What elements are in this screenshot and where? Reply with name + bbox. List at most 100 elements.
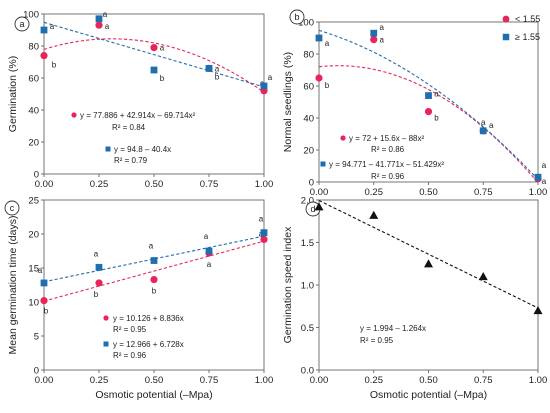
significance-letter: a [215,64,220,73]
y-tick-label: 60 [303,81,314,92]
data-point [150,257,158,264]
r-squared: R² = 0.96 [113,351,147,360]
equation-marker [103,341,109,347]
panel-badge [289,9,305,25]
panel-c: 0 5 10 15 20 25 0.00 0.25 0.50 0.75 1.00 Mean germi… [4,195,273,401]
data-point [40,52,48,60]
data-point [479,127,487,135]
data-point [205,65,213,72]
x-tick-label: 1.00 [255,179,274,190]
data-point [315,34,323,42]
data-point [534,173,542,181]
trend-line [43,21,265,88]
x-axis-label: Osmotic potential (–Mpa) [370,389,487,401]
y-tick-label: 40 [303,113,314,124]
y-tick-label: 0.0 [301,365,314,376]
x-tick-label: 0.75 [474,375,493,386]
data-point [150,66,158,74]
significance-letter: a [204,232,209,241]
x-tick-label: 0.25 [90,179,109,190]
trend-line [43,38,265,93]
x-tick-label: 0.25 [365,375,384,386]
data-point [478,272,488,281]
y-tick-label: 60 [28,73,39,84]
x-tick-label: 0.75 [200,179,219,190]
data-point [95,15,103,23]
significance-letter: b [215,72,220,81]
equation-marker [103,315,109,321]
r-squared: R² = 0.79 [114,156,148,165]
fit-equation: y = 1.994 – 1.264x [360,324,426,333]
data-point [533,306,543,315]
x-tick-label: 1.00 [529,187,548,198]
data-point [40,26,48,34]
r-squared: R² = 0.96 [371,172,405,181]
significance-letter: a [50,22,55,31]
data-point [260,235,268,244]
x-tick-label: 0.75 [200,375,219,386]
x-axis-label: Osmotic potential (–Mpa) [95,389,212,401]
data-point [95,263,103,271]
significance-letter: b [325,81,330,90]
x-tick-label: 0.50 [145,375,164,386]
fit-equation: y = 77.886 + 42.914x – 69.714x² [80,111,196,120]
y-tick-label: 1.0 [301,280,314,291]
significance-letter: b [94,290,99,299]
panel-label: d [310,204,315,214]
significance-letter: b [434,114,439,123]
data-point [425,92,432,99]
significance-letter: a [105,22,110,31]
significance-letter: a [481,118,486,127]
panel-label: c [10,203,15,213]
significance-letter: a [380,23,385,32]
y-tick-label: 1.5 [301,238,314,249]
equation-marker [105,146,111,152]
x-tick-label: 0.25 [365,187,384,198]
significance-letter: b [52,61,57,70]
fit-equation: y = 94.771 – 41.771x – 51.429x² [329,160,444,169]
data-point [150,275,158,284]
trend-line [43,240,265,302]
significance-letter: b [160,74,165,83]
y-tick-label: 0 [34,365,39,376]
y-tick-label: 2.0 [301,195,314,206]
y-tick-label: 80 [28,41,39,52]
equation-marker [320,161,326,167]
y-tick-label: 80 [303,49,314,60]
series-0: b b b a a y = 10.126 + 8.836x R² = 0.95 [40,229,268,334]
data-point [95,21,103,29]
data-point [315,74,323,82]
y-axis-label: Mean germination time (days) [7,216,19,355]
significance-letter: b [44,307,49,316]
x-tick-label: 0.00 [310,187,329,198]
panel-b: 0 20 40 60 80 100 0.00 0.25 0.50 0.75 1.00 Normal s… [282,9,548,198]
x-tick-label: 1.00 [529,375,548,386]
significance-letter: a [434,90,439,99]
series-0: y = 1.994 – 1.264x R² = 0.95 [314,200,543,345]
significance-letter: a [542,161,547,170]
fit-equation: y = 10.126 + 8.836x [113,314,184,323]
significance-letter: a [268,73,273,82]
data-point [369,210,379,219]
panel-a: 0 20 40 60 80 100 0.00 0.25 0.50 0.75 1.00 Germinat… [7,9,273,190]
x-tick-label: 0.50 [145,179,164,190]
y-tick-label: 20 [303,145,314,156]
y-tick-label: 5 [34,331,39,342]
fit-equation: y = 94.8 – 40.4x [114,145,171,154]
plot-frame [318,21,539,183]
trend-line [318,29,539,180]
significance-letter: a [94,249,99,258]
significance-letter: a [103,10,108,19]
equation-marker [71,112,77,118]
data-point [424,108,433,116]
x-tick-label: 0.00 [310,375,329,386]
r-squared: R² = 0.95 [113,325,147,334]
y-tick-label: 25 [28,195,39,206]
legend-label: < 1.55 [515,14,540,24]
legend-marker [502,33,510,41]
significance-letter: a [160,44,165,53]
series-1: a a a a a y = 12.966 + 6.728x R² = 0.96 [38,215,268,360]
significance-letter: a [149,242,154,251]
